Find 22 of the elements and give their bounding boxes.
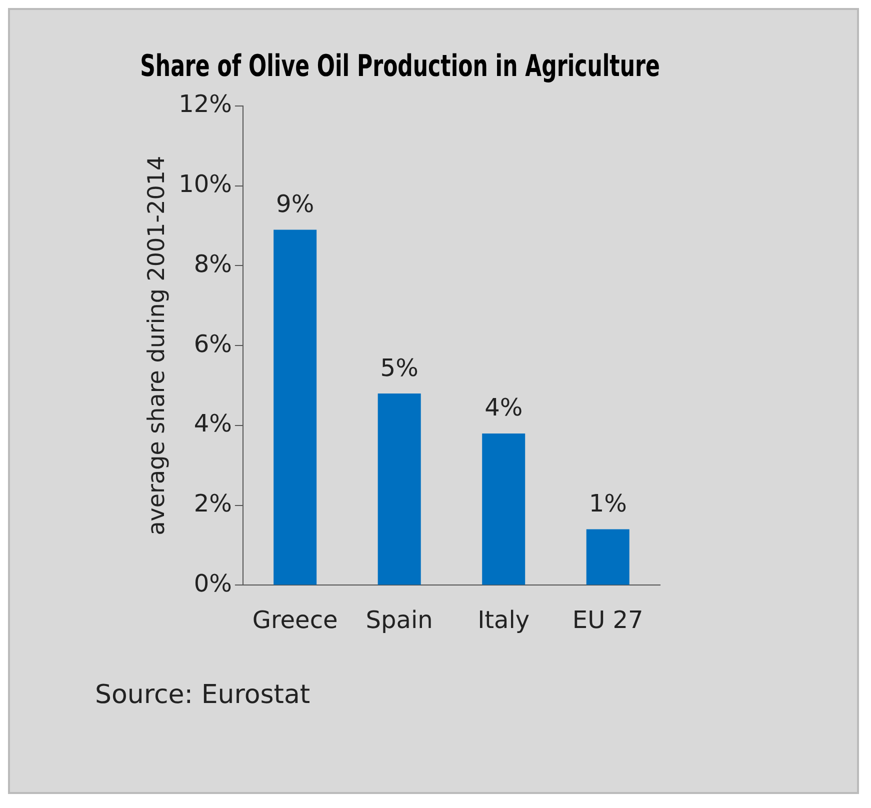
data-label: 4%: [484, 394, 523, 422]
bar: [378, 394, 421, 585]
y-axis-title: average share during 2001-2014: [144, 156, 170, 536]
bar: [482, 433, 526, 585]
x-tick-label: Greece: [252, 606, 338, 634]
bar: [586, 529, 630, 585]
y-tick-label: 2%: [194, 490, 232, 518]
y-tick-label: 12%: [178, 90, 232, 118]
chart-title: Share of Olive Oil Production in Agriculture: [140, 49, 660, 84]
data-label: 1%: [588, 490, 627, 518]
data-label: 5%: [380, 354, 418, 382]
x-tick-label: Spain: [366, 606, 433, 634]
y-tick-label: 4%: [194, 410, 232, 438]
y-tick-label: 6%: [194, 330, 232, 358]
y-tick-label: 0%: [194, 569, 232, 598]
bar: [274, 230, 317, 585]
data-label: 9%: [276, 190, 314, 218]
y-tick-label: 10%: [178, 170, 232, 198]
y-tick-label: 8%: [194, 250, 232, 278]
x-tick-label: Italy: [478, 606, 530, 634]
source-note: Source: Eurostat: [95, 680, 312, 710]
x-tick-label: EU 27: [572, 606, 644, 634]
